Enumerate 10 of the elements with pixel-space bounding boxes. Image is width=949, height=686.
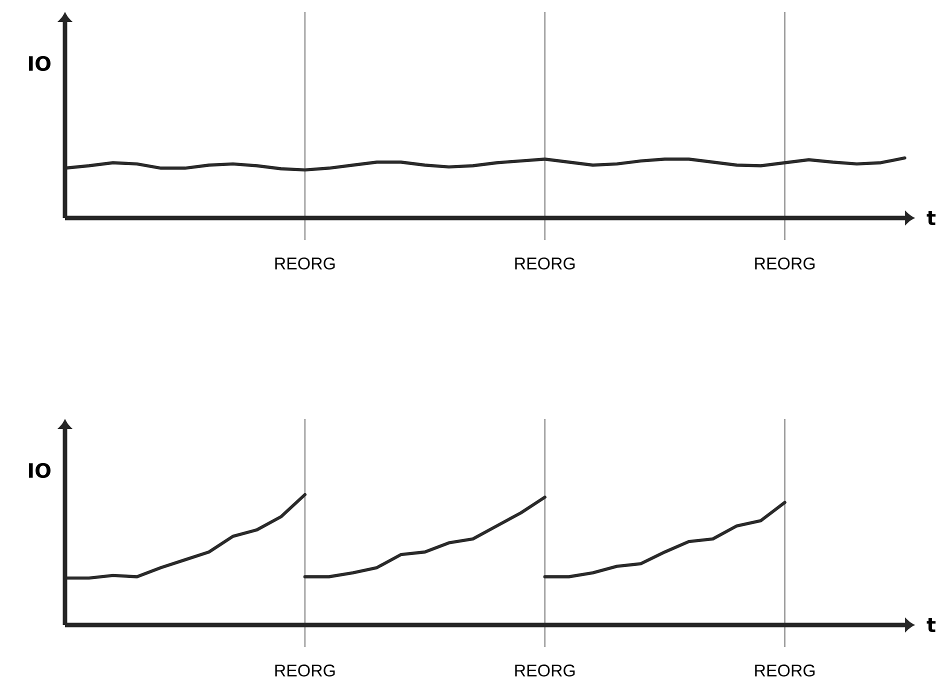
x-axis-title: t	[926, 211, 936, 225]
x-tick-label: REORG	[755, 258, 815, 270]
x-tick-label: REORG	[755, 664, 815, 677]
y-axis-title: IO	[28, 56, 51, 72]
x-tick-label: REORG	[275, 664, 335, 677]
x-tick-label: REORG	[515, 664, 575, 677]
y-axis-title: IO	[28, 462, 51, 478]
x-tick-label: REORG	[515, 258, 575, 270]
x-tick-label: REORG	[275, 258, 335, 270]
x-axis-title: t	[926, 618, 936, 632]
